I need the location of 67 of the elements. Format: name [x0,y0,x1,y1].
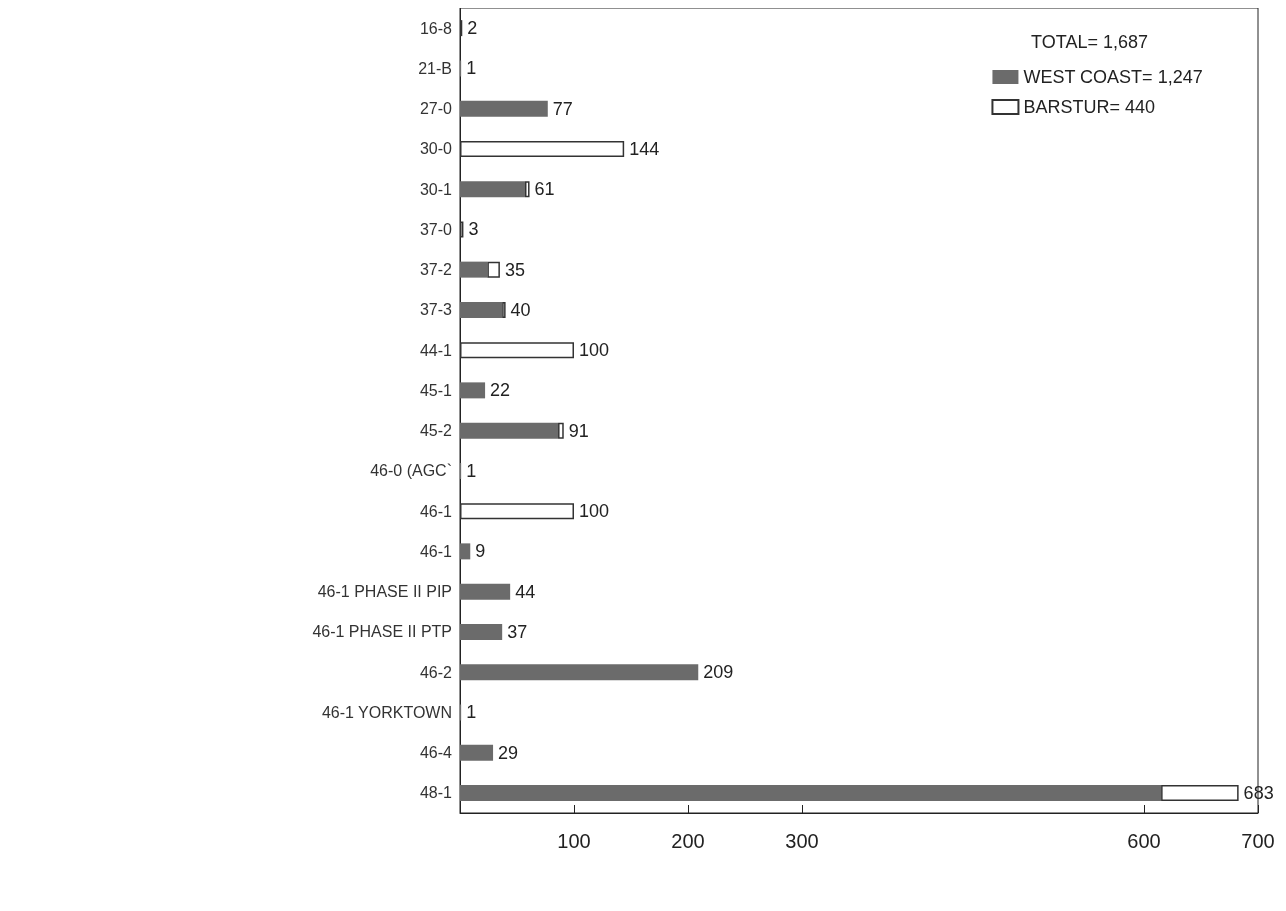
y-tick-label: 46-1 [419,502,453,520]
total-label: 100 [579,501,610,522]
x-tick-label: 600 [1127,830,1161,852]
y-tick-label: 46-1 [419,542,453,560]
total-label: 91 [568,420,589,441]
y-tick-label: 46-2 [419,663,453,681]
bar [487,261,500,278]
total-label: 9 [475,541,486,562]
total-label: 144 [629,138,660,159]
bar [558,422,564,439]
total-label: 77 [552,98,573,119]
y-tick-label: 30-0 [419,140,453,158]
bar [460,543,471,560]
x-tick-label: 100 [557,830,591,852]
total-label: 1 [466,460,477,481]
x-tick-label: 700 [1241,830,1275,852]
legend-label: WEST COAST= 1,247 [1023,67,1203,87]
y-tick-label: 16-8 [419,19,453,37]
total-label: 61 [534,179,555,200]
bar [460,100,548,117]
total-label: 35 [504,259,525,280]
y-tick-label: 46-1 PHASE II PTP [312,623,452,641]
y-tick-label: 37-2 [419,261,453,279]
total-label: 3 [468,219,479,240]
bar [460,422,559,439]
bar [460,623,503,640]
y-tick-label: 27-0 [419,100,453,118]
bar [460,382,486,399]
x-tick-label: 300 [785,830,819,852]
bar [460,664,699,681]
bar [460,503,574,520]
total-label: 209 [703,662,734,683]
total-label: 683 [1243,782,1274,803]
bar [524,181,530,198]
total-label: 2 [467,18,478,39]
legend-label: BARSTUR= 440 [1023,97,1155,117]
bar [1161,784,1239,801]
total-label: 40 [510,299,531,320]
y-tick-label: 44-1 [419,341,453,359]
bar [460,181,525,198]
y-tick-label: 46-1 YORKTOWN [321,703,452,721]
y-tick-label: 30-1 [419,180,453,198]
y-tick-label: 37-3 [419,301,453,319]
total-label: 1 [466,58,477,79]
total-label: 37 [507,621,528,642]
total-label: 44 [515,581,536,602]
y-tick-label: 45-2 [419,422,453,440]
bar [460,342,574,359]
y-tick-label: 21-B [418,59,452,77]
y-tick-label: 48-1 [419,784,453,802]
bar [460,301,503,318]
bar [460,140,625,157]
y-tick-label: 46-4 [419,744,453,762]
x-tick-label: 200 [671,830,705,852]
y-tick-label: 45-1 [419,381,453,399]
bar [460,784,1162,801]
total-label: 100 [579,340,610,361]
legend-title: TOTAL= 1,687 [1031,32,1148,52]
bar [460,583,511,600]
total-label: 29 [498,742,519,763]
y-tick-label: 46-0 (AGC` [370,462,452,480]
bar [460,744,494,761]
bar [460,261,488,278]
total-label: 22 [490,380,511,401]
y-tick-label: 37-0 [419,220,453,238]
y-tick-label: 46-1 PHASE II PIP [317,583,452,601]
total-label: 1 [466,702,477,723]
